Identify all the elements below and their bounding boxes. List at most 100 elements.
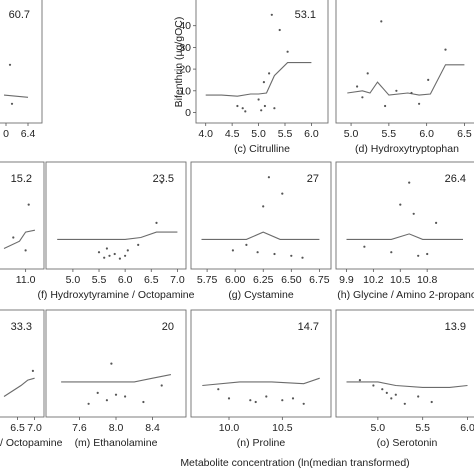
x-tick-label: 6.5	[10, 422, 25, 434]
data-point	[417, 254, 420, 257]
data-point	[114, 393, 118, 396]
x-tick-label: 10.2	[363, 274, 384, 286]
data-point	[384, 104, 387, 108]
data-point	[273, 107, 276, 110]
trend-line	[3, 94, 29, 98]
data-point	[286, 50, 289, 53]
x-tick-label: 4.0	[198, 128, 213, 140]
x-tick-label: 8.4	[145, 422, 160, 434]
panel-stat-value: 60.7	[9, 9, 30, 21]
x-tick-label: 7.0	[27, 422, 42, 434]
trend-line	[201, 231, 320, 240]
panel-stat-value: 23.5	[153, 173, 174, 185]
data-point	[262, 81, 265, 84]
data-point	[103, 256, 106, 259]
data-point	[427, 78, 430, 81]
data-point	[245, 243, 248, 246]
panel-9: 14.7 10.0 10.5 (n) Proline	[190, 309, 332, 449]
panel-caption: (o) Serotonin	[377, 437, 438, 449]
data-point	[265, 395, 268, 398]
x-tick-label: 6.75	[309, 274, 330, 286]
x-tick-label: 6.5	[457, 128, 472, 140]
x-axis-label: Metabolite concentration (ln(median tran…	[180, 457, 409, 469]
x-tick-label: 9.9	[339, 274, 354, 286]
data-point	[142, 400, 145, 404]
trend-line	[205, 62, 312, 97]
x-tick-label: 10.8	[417, 274, 438, 286]
panel-stat-value: 27	[307, 173, 319, 185]
data-point	[105, 399, 108, 402]
data-point	[254, 400, 257, 404]
x-tick-label: 10.0	[219, 422, 240, 434]
y-tick-label: 0	[185, 107, 191, 119]
panel-frame	[195, 0, 329, 124]
x-tick-label: 5.75	[197, 274, 218, 286]
panel-frame	[335, 161, 474, 270]
y-tick-label: 20	[179, 64, 191, 76]
panel-caption: (d) Hydroxytryptophan	[355, 143, 459, 155]
data-point	[410, 91, 413, 95]
data-point	[385, 391, 388, 394]
x-tick-label: 4.5	[225, 128, 240, 140]
data-point	[302, 402, 305, 405]
y-tick-label: 10	[179, 85, 191, 97]
data-point	[408, 181, 411, 184]
data-point	[268, 72, 271, 75]
panel-caption: (g) Cystamine	[228, 289, 294, 301]
data-point	[418, 102, 421, 105]
data-point	[118, 257, 121, 260]
panel-1: 53.1 4.0 4.5 5.0 5.5 6.0 0 10 20 30 40 (c) Citrulli…	[179, 0, 329, 155]
x-tick-label: 5.5	[92, 274, 107, 286]
panel-5: 27 5.75 6.00 6.25 6.50 6.75 (g) Cystamine	[190, 161, 332, 301]
data-point	[390, 397, 393, 400]
y-tick-label: 30	[179, 42, 191, 54]
data-point	[227, 397, 231, 400]
panel-stat-value: 15.2	[11, 173, 32, 185]
panel-frame	[0, 0, 43, 124]
data-point	[395, 89, 398, 92]
data-point	[27, 203, 30, 206]
x-tick-label: 6.0	[304, 128, 319, 140]
panel-frame	[190, 309, 332, 418]
data-point	[110, 362, 113, 365]
x-tick-label: 5.5	[382, 128, 397, 140]
x-tick-label: 5.0	[66, 274, 81, 286]
x-tick-label: 5.5	[415, 422, 430, 434]
x-tick-label: 5.0	[344, 128, 359, 140]
data-point	[291, 397, 295, 400]
data-point	[126, 249, 129, 252]
data-point	[10, 102, 14, 105]
x-tick-label: 6.0	[460, 422, 474, 434]
data-point	[435, 221, 438, 224]
data-point	[244, 110, 247, 113]
panel-stat-value: 13.9	[445, 321, 466, 333]
data-point	[270, 13, 273, 16]
data-point	[366, 72, 369, 75]
data-point	[281, 192, 284, 195]
data-point	[160, 181, 163, 184]
data-point	[12, 236, 15, 239]
y-axis-label-text: Bifenthrin (μg/gOC)	[173, 17, 185, 108]
panel-caption: (c) Citrulline	[234, 143, 290, 155]
trend-line	[202, 377, 320, 387]
data-point	[417, 395, 420, 398]
trend-line	[61, 374, 172, 383]
panel-2: 5.0 5.5 6.0 6.5 (d) Hydroxytryptophan	[335, 0, 474, 155]
y-axis-label: Bifenthrin (μg/gOC)	[173, 17, 185, 108]
data-point	[231, 249, 234, 252]
data-point	[108, 254, 111, 257]
data-point	[160, 384, 163, 387]
data-point	[390, 251, 393, 254]
panel-6: 26.4 9.9 10.2 10.5 10.8 (h) Glycine / Amino 2…	[335, 161, 474, 301]
data-point	[361, 96, 364, 99]
x-tick-label: 11.0	[16, 274, 36, 286]
data-point	[273, 252, 276, 256]
y-tick-label: 40	[179, 20, 191, 32]
data-point	[394, 393, 397, 396]
x-tick-label: 0	[3, 128, 9, 140]
panel-stat-value: 26.4	[445, 173, 466, 185]
data-point	[137, 243, 140, 246]
panel-caption: (f) Hydroxytyramine / Octopamine	[38, 289, 195, 301]
data-point	[124, 395, 127, 398]
data-point	[217, 388, 220, 391]
